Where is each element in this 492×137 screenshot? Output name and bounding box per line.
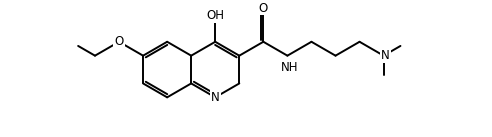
Text: N: N <box>211 91 219 104</box>
Text: O: O <box>115 35 123 48</box>
Text: N: N <box>381 49 390 62</box>
Text: O: O <box>259 2 268 15</box>
Text: NH: NH <box>280 61 298 74</box>
Text: OH: OH <box>206 9 224 22</box>
